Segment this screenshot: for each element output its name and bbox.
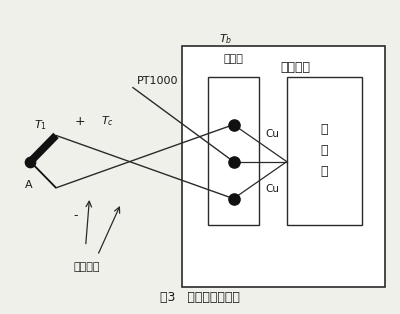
Text: Cu: Cu: [265, 184, 279, 194]
Text: A: A: [25, 180, 32, 190]
Text: +: +: [74, 115, 85, 128]
Point: [230, 159, 237, 164]
Bar: [208, 77, 259, 225]
Text: -: -: [74, 209, 78, 222]
Text: PT1000: PT1000: [137, 76, 178, 86]
Text: 机箱内部: 机箱内部: [281, 61, 311, 74]
Point: [230, 196, 237, 201]
Bar: [287, 77, 362, 225]
Text: Cu: Cu: [265, 129, 279, 139]
Text: 补偿块: 补偿块: [224, 54, 244, 64]
Text: 图3   补偿块法示意图: 图3 补偿块法示意图: [160, 290, 240, 304]
Text: $T_c$: $T_c$: [101, 114, 114, 128]
Text: 电
路
板: 电 路 板: [320, 123, 328, 178]
Point: [230, 122, 237, 127]
Text: $T_1$: $T_1$: [34, 118, 47, 132]
Text: 补偿导线: 补偿导线: [74, 262, 100, 272]
Point: [27, 159, 34, 164]
Bar: [182, 46, 385, 287]
Text: $T_b$: $T_b$: [219, 32, 232, 46]
